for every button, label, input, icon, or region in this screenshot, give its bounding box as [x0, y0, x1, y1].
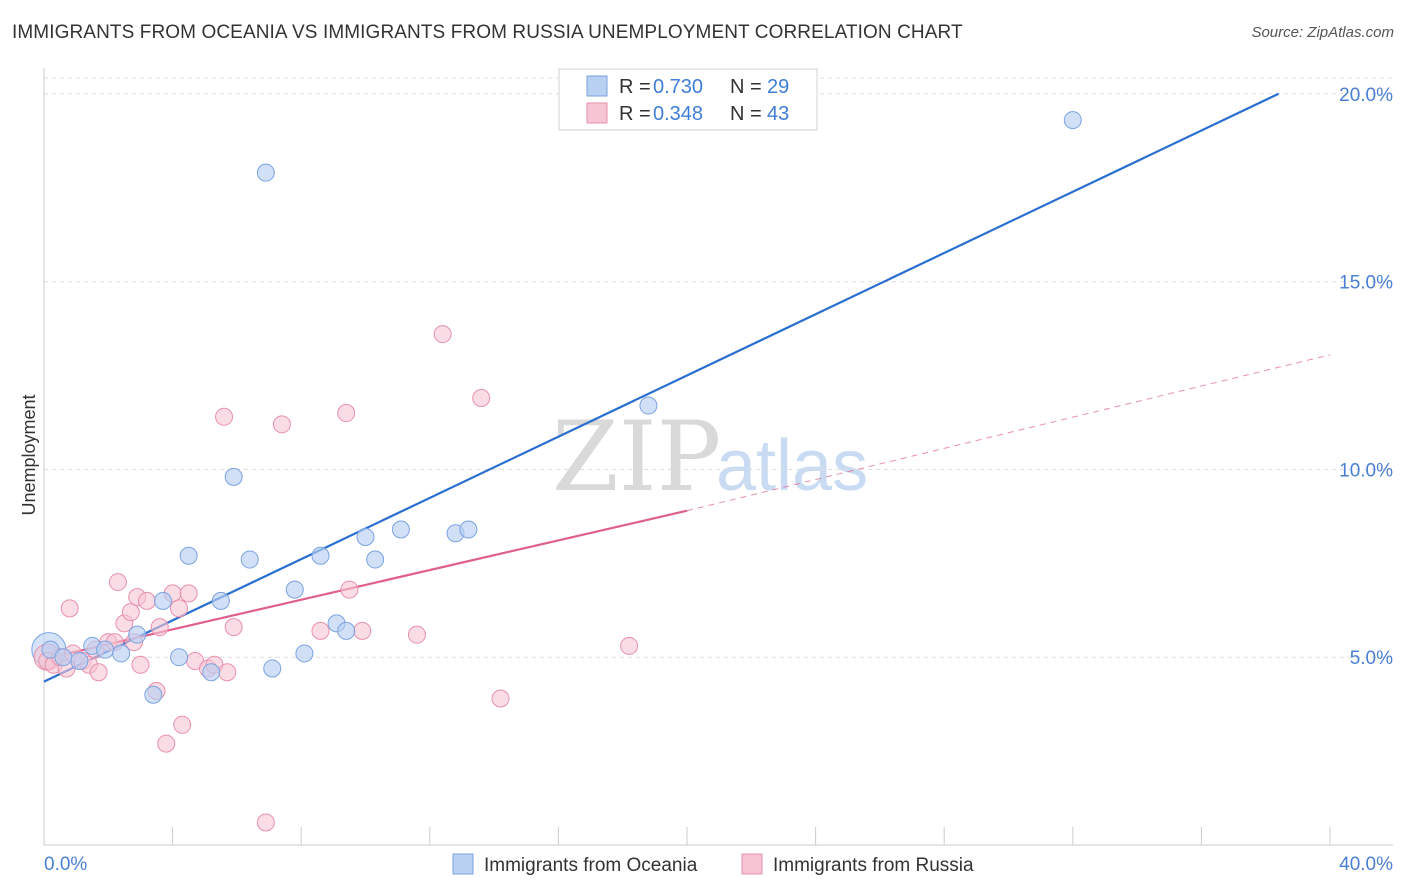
point-russia — [137, 591, 156, 610]
point-oceania — [128, 625, 147, 644]
point-oceania — [356, 528, 375, 546]
point-oceania — [211, 591, 230, 610]
point-oceania — [179, 546, 198, 565]
watermark-zip: ZIP — [552, 401, 721, 513]
point-oceania — [256, 163, 275, 182]
watermark-atlas: atlas — [716, 426, 868, 506]
point-oceania — [153, 591, 172, 610]
legend-r-value-oceania: 0.730 — [653, 76, 703, 98]
point-russia — [340, 580, 359, 599]
x-tick-label-max: 40.0% — [1339, 854, 1393, 875]
point-russia — [224, 618, 243, 637]
point-russia — [218, 663, 237, 682]
point-russia — [433, 325, 452, 344]
chart-title: IMMIGRANTS FROM OCEANIA VS IMMIGRANTS FR… — [12, 22, 963, 43]
point-russia — [407, 625, 426, 644]
point-oceania — [263, 659, 282, 678]
point-oceania — [337, 621, 356, 640]
data-points — [31, 111, 1082, 832]
point-oceania — [391, 520, 410, 539]
point-russia — [491, 689, 510, 708]
point-oceania — [639, 396, 658, 415]
legend-swatch-oceania — [586, 75, 608, 97]
point-russia — [170, 599, 189, 618]
point-oceania — [224, 467, 243, 486]
point-oceania — [295, 644, 314, 663]
point-oceania — [311, 546, 330, 565]
series-legend: Immigrants from Oceania Immigrants from … — [452, 853, 974, 876]
source-label: Source: ZipAtlas.com — [1251, 24, 1394, 41]
correlation-legend: R = 0.730 N = 29 R = 0.348 N = 43 — [558, 68, 818, 131]
series-legend-label-russia: Immigrants from Russia — [773, 855, 974, 876]
legend-swatch-russia — [586, 102, 608, 124]
y-tick-labels: 5.0% 10.0% 15.0% 20.0% — [1339, 85, 1393, 669]
point-russia — [131, 655, 150, 674]
y-axis-label: Unemployment — [19, 394, 39, 515]
trend-lines — [43, 92, 1331, 683]
point-russia — [60, 599, 79, 618]
point-russia — [311, 621, 330, 640]
point-russia — [256, 813, 275, 832]
legend-n-label-russia: N = — [730, 103, 762, 125]
point-oceania — [1063, 111, 1082, 130]
point-russia — [215, 407, 234, 426]
point-russia — [121, 603, 140, 622]
watermark: ZIP atlas — [552, 401, 868, 513]
legend-n-label-oceania: N = — [730, 76, 762, 98]
series-legend-swatch-oceania — [452, 853, 474, 875]
series-legend-label-oceania: Immigrants from Oceania — [484, 855, 698, 876]
series-legend-swatch-russia — [741, 853, 763, 875]
axes — [43, 68, 1393, 846]
point-oceania — [170, 648, 189, 667]
point-russia — [150, 618, 169, 637]
point-russia — [272, 415, 291, 434]
trend-line-oceania — [43, 92, 1280, 683]
y-tick-label: 15.0% — [1339, 273, 1393, 294]
grid-lines — [44, 77, 1393, 658]
point-oceania — [112, 644, 131, 663]
y-tick-label: 10.0% — [1339, 460, 1393, 481]
point-oceania — [366, 550, 385, 569]
point-russia — [179, 584, 198, 603]
point-russia — [108, 573, 127, 592]
legend-r-label-oceania: R = — [619, 76, 651, 98]
point-russia — [89, 663, 108, 682]
legend-n-value-oceania: 29 — [767, 76, 789, 98]
y-tick-label: 5.0% — [1350, 648, 1393, 669]
point-oceania — [70, 651, 89, 670]
legend-r-value-russia: 0.348 — [653, 103, 703, 125]
point-oceania — [240, 550, 259, 569]
point-oceania — [202, 663, 221, 682]
point-oceania — [144, 685, 163, 704]
point-oceania — [459, 520, 478, 539]
legend-r-label-russia: R = — [619, 103, 651, 125]
point-oceania — [54, 648, 73, 667]
point-russia — [353, 621, 372, 640]
legend-n-value-russia: 43 — [767, 103, 789, 125]
point-russia — [337, 404, 356, 423]
trend-line-russia-extension — [686, 354, 1331, 512]
point-russia — [472, 389, 491, 408]
y-tick-label: 20.0% — [1339, 85, 1393, 106]
point-oceania — [96, 640, 115, 659]
point-russia — [173, 715, 192, 734]
point-russia — [620, 636, 639, 655]
trend-line-russia — [43, 509, 688, 661]
x-tick-label-min: 0.0% — [44, 854, 87, 875]
point-russia — [157, 734, 176, 753]
point-oceania — [285, 580, 304, 599]
